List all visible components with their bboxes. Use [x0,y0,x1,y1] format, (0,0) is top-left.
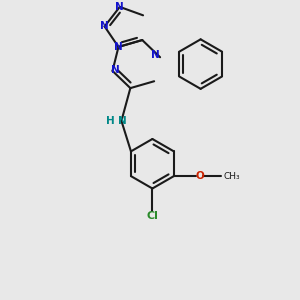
Text: N: N [111,65,120,75]
Text: N: N [151,50,160,60]
Text: CH₃: CH₃ [224,172,241,181]
Text: N: N [118,116,127,126]
Text: O: O [195,171,204,181]
Text: Cl: Cl [146,212,158,221]
Text: N: N [114,42,123,52]
Text: N: N [100,21,109,32]
Text: H: H [106,116,115,126]
Text: N: N [116,2,124,12]
